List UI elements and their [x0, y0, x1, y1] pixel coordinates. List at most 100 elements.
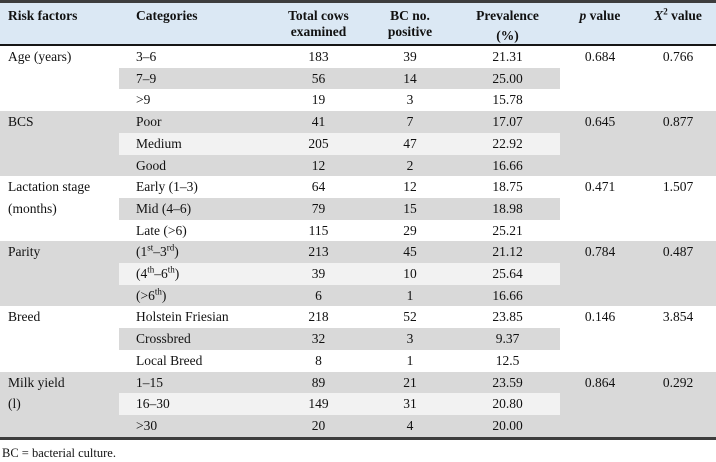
total-cows-cell: 20 [272, 414, 365, 439]
bc-positive-cell: 7 [365, 111, 455, 133]
prevalence-cell: 20.00 [455, 414, 560, 439]
prevalence-cell: 17.07 [455, 111, 560, 133]
risk-factor-cell: Parity [0, 241, 119, 307]
prevalence-cell: 20.80 [455, 393, 560, 415]
p-value-cell [560, 67, 640, 90]
category-cell: Crossbred [119, 328, 272, 350]
bc-positive-cell: 1 [365, 284, 455, 307]
category-cell: 16–30 [119, 393, 272, 415]
category-cell: (4th–6th) [119, 263, 272, 285]
total-cows-cell: 56 [272, 67, 365, 90]
table-row: Breed Holstein Friesian 218 52 23.85 0.146 3.8… [0, 306, 716, 372]
x2-value-cell [640, 414, 716, 439]
prevalence-cell: 16.66 [455, 284, 560, 307]
table-footnote: BC = bacterial culture. [2, 445, 116, 460]
total-cows-cell: 79 [272, 197, 365, 220]
prevalence-cell: 16.66 [455, 154, 560, 177]
column-header-categories: Categories [119, 1, 272, 46]
prevalence-cell: 18.98 [455, 197, 560, 220]
prevalence-cell: 18.75 [455, 176, 560, 198]
category-cell: 1–15 [119, 371, 272, 394]
table-row: 7–9 56 14 25.00 [0, 67, 716, 90]
bc-positive-cell: 21 [365, 371, 455, 394]
x2-value-cell: 0.877 [640, 111, 716, 133]
risk-factor-cell: Milk yield (l) [0, 371, 119, 439]
x2-value-cell [640, 284, 716, 307]
category-cell: Local Breed [119, 349, 272, 372]
table-row: >30 20 4 20.00 [0, 414, 716, 439]
x2-value-cell: 0.292 [640, 371, 716, 394]
p-value-cell: 0.645 [560, 111, 640, 133]
header-row: Risk factors Categories Total cows examined… [0, 1, 716, 46]
prevalence-cell: 22.92 [455, 132, 560, 155]
p-value-cell [560, 284, 640, 307]
total-cows-cell: 32 [272, 328, 365, 350]
total-cows-cell: 115 [272, 219, 365, 242]
table-row: Milk yield (l) 1–15 89 21 23.59 0.864 0.292 [0, 371, 716, 439]
table-row: BCS Poor 41 7 17.07 0.645 0.877 [0, 111, 716, 177]
x2-value-cell: 1.507 [640, 176, 716, 198]
bc-positive-cell: 29 [365, 219, 455, 242]
bc-positive-cell: 4 [365, 414, 455, 439]
x2-value-cell [640, 67, 716, 90]
table-row: Parity (1st–3rd) 213 45 21.12 0.784 0.487 [0, 241, 716, 307]
risk-factor-cell: Breed [0, 306, 119, 372]
bc-positive-cell: 52 [365, 306, 455, 329]
p-value-cell [560, 132, 640, 155]
p-value-cell: 0.784 [560, 241, 640, 264]
x2-value-cell [640, 89, 716, 112]
table-row: Medium 205 47 22.92 [0, 132, 716, 155]
x2-value-cell [640, 349, 716, 372]
total-cows-cell: 89 [272, 371, 365, 394]
p-value-cell [560, 328, 640, 350]
total-cows-cell: 12 [272, 154, 365, 177]
x2-value-cell [640, 393, 716, 415]
risk-factors-table: Risk factors Categories Total cows examined… [0, 0, 716, 440]
total-cows-cell: 183 [272, 45, 365, 68]
x2-value-cell [640, 132, 716, 155]
x2-value-cell: 0.487 [640, 241, 716, 264]
prevalence-cell: 23.85 [455, 306, 560, 329]
category-cell: Medium [119, 132, 272, 155]
category-cell: 7–9 [119, 67, 272, 90]
table-row: Good 12 2 16.66 [0, 154, 716, 177]
prevalence-cell: 12.5 [455, 349, 560, 372]
x2-value-cell [640, 154, 716, 177]
total-cows-cell: 19 [272, 89, 365, 112]
total-cows-cell: 64 [272, 176, 365, 198]
p-value-cell [560, 349, 640, 372]
total-cows-cell: 6 [272, 284, 365, 307]
table-row: Lactation stage (months) Early (1–3) 64 12 18… [0, 176, 716, 242]
bc-positive-cell: 3 [365, 328, 455, 350]
x2-value-cell [640, 328, 716, 350]
table-row: Age (years) 3–6 183 39 21.31 0.684 0.766 [0, 45, 716, 112]
bc-positive-cell: 2 [365, 154, 455, 177]
bc-positive-cell: 10 [365, 263, 455, 285]
risk-factor-cell: BCS [0, 111, 119, 177]
x2-value-cell [640, 219, 716, 242]
prevalence-cell: 23.59 [455, 371, 560, 394]
category-cell: >9 [119, 89, 272, 112]
category-cell: >30 [119, 414, 272, 439]
x2-value-cell [640, 197, 716, 220]
risk-factor-cell: Age (years) [0, 45, 119, 112]
total-cows-cell: 218 [272, 306, 365, 329]
p-value-cell [560, 219, 640, 242]
column-header-p-value: p value [560, 1, 640, 46]
bc-positive-cell: 14 [365, 67, 455, 90]
bc-positive-cell: 12 [365, 176, 455, 198]
table-row: Local Breed 8 1 12.5 [0, 349, 716, 372]
p-value-cell [560, 89, 640, 112]
p-value-cell [560, 154, 640, 177]
table-row: 16–30 149 31 20.80 [0, 393, 716, 415]
category-cell: (1st–3rd) [119, 241, 272, 264]
column-header-total-cows: Total cows examined [272, 1, 365, 46]
table-row: (>6th) 6 1 16.66 [0, 284, 716, 307]
prevalence-cell: 21.12 [455, 241, 560, 264]
bc-positive-cell: 1 [365, 349, 455, 372]
table-body: Age (years) 3–6 183 39 21.31 0.684 0.766 7–9 56 1… [0, 45, 716, 439]
p-value-cell: 0.146 [560, 306, 640, 329]
category-cell: Mid (4–6) [119, 197, 272, 220]
category-cell: (>6th) [119, 284, 272, 307]
